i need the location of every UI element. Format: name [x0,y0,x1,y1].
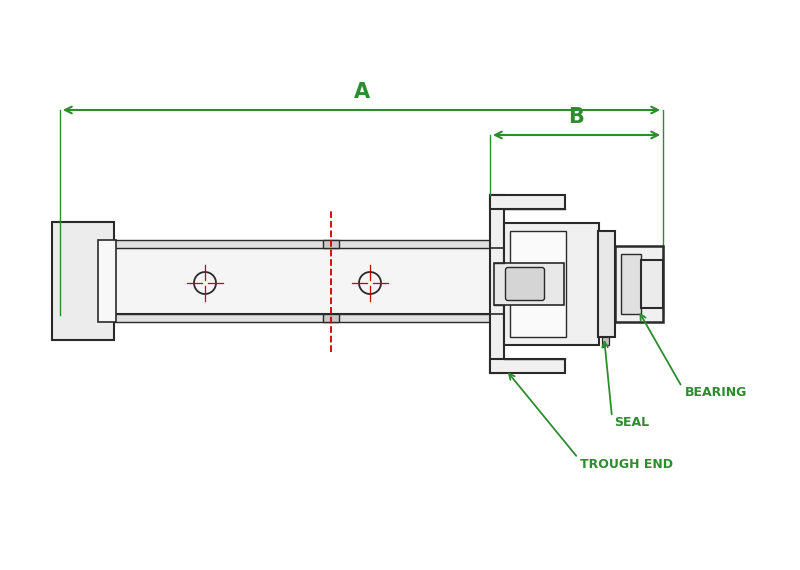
Text: A: A [354,82,370,102]
Text: BEARING: BEARING [685,386,747,400]
Bar [98,240,116,322]
Bar [323,240,339,248]
Bar [504,223,599,345]
Bar [114,240,494,248]
Text: TROUGH END: TROUGH END [580,458,673,471]
Bar [323,314,339,322]
Text: B: B [569,107,585,127]
Text: SEAL: SEAL [614,417,649,430]
Bar [598,231,615,337]
Bar [490,195,565,209]
FancyBboxPatch shape [506,267,545,300]
Bar [602,337,609,345]
Bar [621,254,641,314]
Bar [490,195,504,373]
Bar [641,260,663,308]
Bar [510,231,566,337]
Bar [490,359,565,373]
Bar [114,248,494,314]
Bar [52,222,114,340]
Bar [615,246,663,322]
Bar [114,314,494,322]
Bar [494,263,564,305]
